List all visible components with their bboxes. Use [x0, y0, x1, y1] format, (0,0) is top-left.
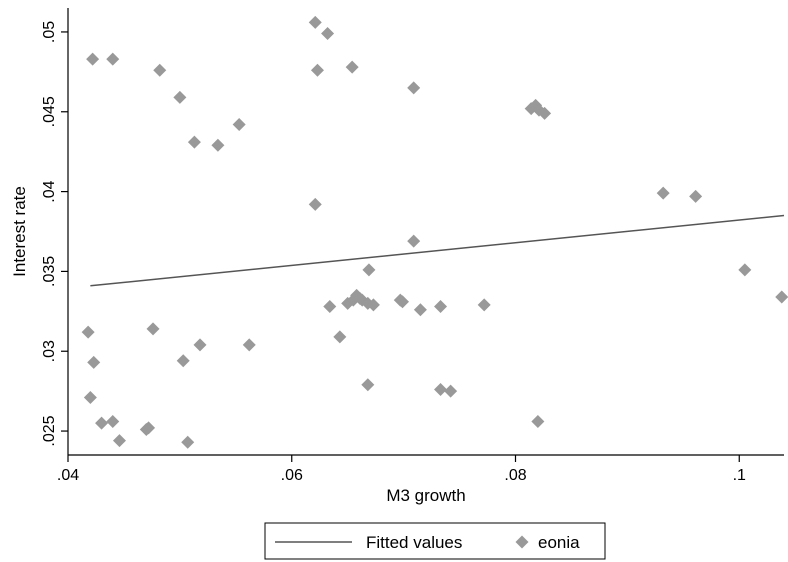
eonia-point — [83, 391, 97, 405]
eonia-point — [173, 90, 187, 104]
eonia-point — [396, 295, 410, 309]
legend-box — [264, 522, 606, 560]
eonia-point — [323, 300, 337, 314]
eonia-point — [738, 263, 752, 277]
y-tick-label: .025 — [41, 415, 58, 446]
eonia-point — [211, 138, 225, 152]
eonia-point — [81, 325, 95, 339]
eonia-point — [361, 378, 375, 392]
x-tick-label: .1 — [733, 467, 746, 484]
x-tick-label: .04 — [57, 467, 79, 484]
legend: Fitted values eonia — [264, 522, 606, 560]
y-tick-label: .05 — [41, 21, 58, 43]
eonia-point — [232, 118, 246, 132]
y-tick-label: .045 — [41, 96, 58, 127]
eonia-point — [153, 63, 167, 77]
y-axis-title: Interest rate — [10, 186, 29, 277]
eonia-point — [689, 189, 703, 203]
eonia-point — [310, 63, 324, 77]
eonia-point — [434, 383, 448, 397]
eonia-point — [308, 197, 322, 211]
eonia-point — [362, 263, 376, 277]
eonia-point — [333, 330, 347, 344]
eonia-point — [531, 414, 545, 428]
x-tick-label: .06 — [281, 467, 303, 484]
eonia-point — [187, 135, 201, 149]
eonia-point — [308, 15, 322, 29]
x-axis-title: M3 growth — [386, 486, 465, 505]
eonia-point — [538, 106, 552, 120]
eonia-point — [775, 290, 788, 304]
eonia-point — [407, 81, 421, 95]
y-axis-ticks: .025 .03 .035 .04 .045 .05 — [41, 21, 68, 447]
eonia-point — [345, 60, 359, 74]
eonia-point — [106, 414, 120, 428]
eonia-points-layer — [81, 15, 788, 449]
eonia-point — [176, 354, 190, 368]
eonia-point — [444, 384, 458, 398]
eonia-point — [407, 234, 421, 248]
y-tick-label: .04 — [41, 180, 58, 202]
legend-eonia-diamond-marker — [515, 535, 529, 549]
eonia-point — [95, 416, 109, 430]
eonia-point — [413, 303, 427, 317]
fitted-values-line — [90, 214, 785, 287]
eonia-point — [193, 338, 207, 352]
eonia-point — [366, 298, 380, 312]
legend-label-fitted-values: Fitted values — [366, 533, 462, 552]
eonia-point — [242, 338, 256, 352]
y-tick-label: .035 — [41, 256, 58, 287]
eonia-point — [477, 298, 491, 312]
eonia-point — [86, 52, 100, 66]
eonia-point — [142, 421, 156, 435]
eonia-point — [112, 434, 126, 448]
eonia-point — [434, 300, 448, 314]
eonia-point — [87, 355, 101, 369]
x-axis-ticks: .04 .06 .08 .1 — [57, 455, 746, 484]
fitted-values-layer — [90, 214, 785, 287]
plot-area — [67, 8, 784, 456]
x-tick-label: .08 — [504, 467, 526, 484]
eonia-point — [146, 322, 160, 336]
eonia-point — [106, 52, 120, 66]
eonia-point — [656, 186, 670, 200]
eonia-point — [321, 27, 335, 41]
y-tick-label: .03 — [41, 340, 58, 362]
legend-label-eonia: eonia — [538, 533, 580, 552]
eonia-point — [181, 435, 195, 449]
